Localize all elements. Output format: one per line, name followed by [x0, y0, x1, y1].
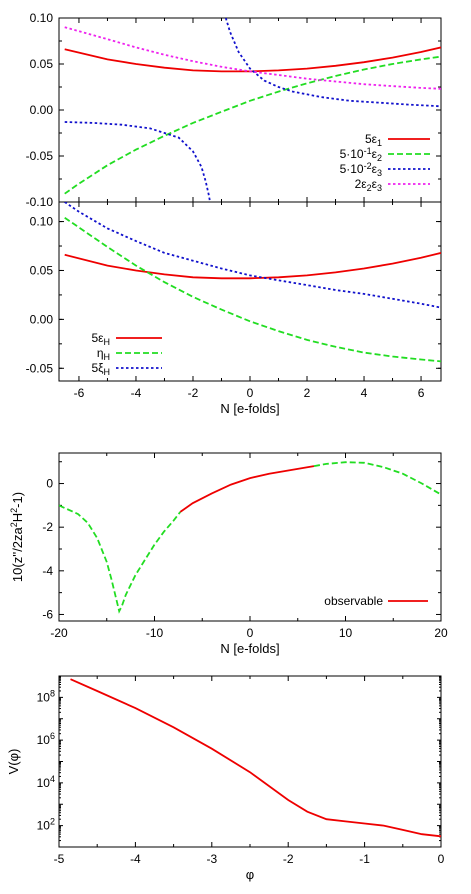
plot-frame [58, 17, 442, 203]
legend-label: 5·10-2ε3 [340, 161, 382, 178]
x-tick-label: -3 [206, 852, 217, 866]
series-line-seg-0 [70, 678, 441, 838]
legend-label: 5εH [91, 331, 110, 347]
y-tick-label: 106 [37, 731, 55, 747]
series-line-5-10-2-3-1 [224, 18, 441, 108]
series-line-seg-0 [59, 504, 182, 614]
x-tick-label: -2 [283, 852, 294, 866]
y-tick-label: -2 [42, 520, 53, 534]
panel-zpp: -20 -10 0 10 20-6-4-20N [e-folds]10(z''/2za2… [9, 452, 448, 656]
y-tick-label: -0.05 [26, 149, 54, 163]
series-line-5-10-1-2 [64, 55, 441, 195]
x-tick-label: -1 [359, 852, 370, 866]
y-tick-label: 108 [37, 688, 55, 704]
x-tick-label: -4 [131, 386, 142, 400]
x-tick-label: -5 [54, 852, 65, 866]
x-tick-label: -20 [50, 626, 68, 640]
legend-label: observable [324, 594, 383, 608]
y-tick-label: 102 [37, 817, 55, 833]
y-tick-label: -0.10 [26, 195, 54, 209]
x-tick-label: 6 [418, 386, 425, 400]
y-tick-label: 0.05 [30, 263, 54, 277]
y-tick-label: 0.10 [30, 11, 54, 25]
y-tick-label: -0.05 [26, 361, 54, 375]
y-tick-label: 0.05 [30, 57, 54, 71]
legend-label: 5ξH [91, 361, 110, 377]
y-tick-label: 104 [37, 774, 55, 790]
x-axis-label: N [e-folds] [220, 401, 279, 416]
y-axis-label: V(φ) [6, 749, 21, 775]
x-tick-label: -6 [74, 386, 85, 400]
panel-potential: -5 -4 -3 -2 -1 0 102 104 106 108 φ V(φ) [6, 675, 445, 882]
series-line-5-H [64, 202, 441, 309]
y-tick-label: 0 [46, 477, 53, 491]
x-tick-label: 20 [434, 626, 448, 640]
x-tick-label: 4 [361, 386, 368, 400]
x-axis-label: φ [246, 867, 254, 882]
x-tick-label: 0 [247, 626, 254, 640]
legend-label: 5·10-1ε2 [340, 146, 382, 163]
x-tick-label: 10 [339, 626, 353, 640]
legend-label: 2ε2ε3 [355, 177, 382, 193]
y-tick-label: -4 [42, 564, 53, 578]
x-tick-label: -2 [188, 386, 199, 400]
series-line-seg-2 [313, 461, 441, 496]
y-tick-label: 0.10 [30, 215, 54, 229]
x-tick-label: -10 [146, 626, 164, 640]
x-axis-label: N [e-folds] [220, 641, 279, 656]
x-tick-label: 0 [438, 852, 445, 866]
series-group [64, 202, 441, 363]
series-group [70, 678, 441, 838]
x-tick-label: -4 [130, 852, 141, 866]
plot-frame [58, 675, 442, 848]
legend-label: ηH [97, 346, 110, 362]
plot-frame [58, 201, 442, 382]
legend-label: 5ε1 [365, 132, 382, 148]
panel-epsilon: -0.10 -0.05 0.00 0.05 0.10 5ε15·10-1ε25·10-2ε… [26, 11, 442, 209]
legend: observable [324, 594, 428, 608]
y-tick-label: -6 [42, 607, 53, 621]
y-axis-label: 10(z''/2za2H2-1) [9, 492, 25, 582]
series-line-5-10-2-3-0 [64, 121, 211, 202]
y-tick-label: 0.00 [30, 103, 54, 117]
series-line-observable [179, 465, 315, 513]
series-line-5-1 [64, 46, 441, 73]
series-line--H [64, 216, 441, 363]
x-tick-label: 2 [304, 386, 311, 400]
series-group [59, 461, 441, 614]
series-line-2-2-3 [64, 26, 441, 90]
series-group [64, 18, 441, 202]
y-tick-label: 0.00 [30, 312, 54, 326]
x-tick-label: 0 [247, 386, 254, 400]
panel-hubble-flow: -6 -4 -2 0 2 4 6 -0.05 0.00 0.05 0.10 N [e-folds] 5ε… [26, 201, 442, 416]
